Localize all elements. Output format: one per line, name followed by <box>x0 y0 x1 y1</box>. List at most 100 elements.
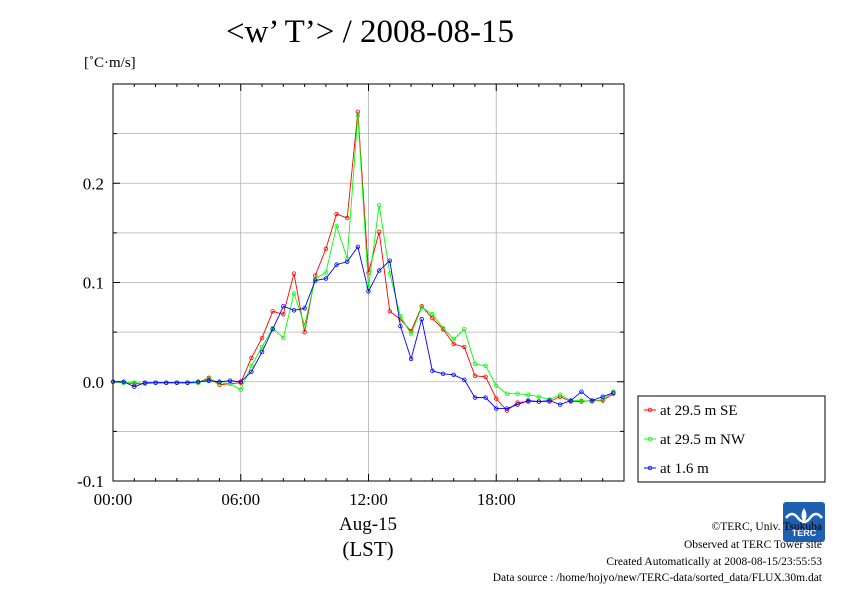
data-point <box>579 389 584 394</box>
data-point <box>345 215 350 221</box>
data-point <box>398 323 403 329</box>
data-point <box>557 392 563 397</box>
data-point <box>451 341 456 347</box>
y-tick-label: 0.0 <box>83 373 104 392</box>
data-point <box>525 392 531 397</box>
data-point <box>494 396 499 401</box>
series-2 <box>110 113 616 404</box>
data-point <box>238 387 243 392</box>
y-tick-label: 0.2 <box>83 174 104 193</box>
data-point <box>323 246 329 251</box>
series-1 <box>110 109 616 413</box>
data-point <box>600 397 605 402</box>
data-point <box>462 377 467 382</box>
legend-label: at 29.5 m SE <box>660 403 738 419</box>
data-point <box>462 326 467 332</box>
data-point <box>547 398 552 403</box>
x-axis-timezone-label: (LST) <box>342 537 394 561</box>
terc-logo: TERC <box>783 502 825 542</box>
data-point <box>408 356 414 362</box>
data-point <box>483 395 488 400</box>
data-point <box>494 406 499 411</box>
data-point <box>302 329 307 335</box>
data-point <box>557 402 563 407</box>
data-point <box>408 331 414 337</box>
data-point <box>281 312 286 317</box>
y-tick-label: -0.1 <box>77 472 104 491</box>
data-point <box>291 291 297 296</box>
data-point <box>302 306 307 311</box>
data-point <box>483 363 488 369</box>
logo-drop <box>801 508 807 522</box>
data-point <box>600 394 605 399</box>
data-point <box>430 368 435 374</box>
data-point <box>419 305 424 310</box>
legend-swatch-marker <box>647 436 653 442</box>
legend-swatch-marker <box>647 407 653 413</box>
data-point <box>185 380 190 385</box>
x-axis: 00:00 06:00 12:00 18:00 <box>94 84 625 509</box>
chart-title: <w’ T’> / 2008-08-15 <box>225 14 515 50</box>
data-point <box>536 399 542 404</box>
data-point <box>472 395 478 400</box>
series-line <box>112 115 614 403</box>
data-point <box>440 371 446 377</box>
x-tick-label: 00:00 <box>94 490 133 509</box>
data-point <box>238 379 243 384</box>
data-point <box>270 326 275 332</box>
data-point <box>355 113 361 118</box>
data-point <box>313 278 318 283</box>
data-point <box>494 383 499 388</box>
data-point <box>323 276 329 281</box>
legend-swatch-marker <box>647 465 653 471</box>
series-line <box>112 111 614 412</box>
data-point <box>132 384 137 389</box>
data-point <box>376 202 382 208</box>
data-point <box>366 289 371 294</box>
data-point <box>259 349 265 355</box>
x-tick-label: 18:00 <box>477 490 516 509</box>
legend: at 29.5 m SE at 29.5 m NW at 1.6 m <box>637 395 826 483</box>
series-layer <box>110 109 616 413</box>
data-point <box>142 380 148 385</box>
data-point <box>323 270 329 275</box>
data-point <box>249 363 254 369</box>
data-point <box>430 312 435 317</box>
data-point <box>334 211 339 217</box>
data-point <box>227 381 233 386</box>
data-point <box>121 379 126 384</box>
data-point <box>259 344 265 350</box>
data-point <box>462 344 467 350</box>
data-point <box>504 391 510 396</box>
data-point <box>451 336 456 342</box>
data-point <box>525 398 531 403</box>
data-point <box>376 229 382 235</box>
data-point <box>281 304 286 309</box>
data-point <box>174 380 180 385</box>
data-point <box>515 402 520 407</box>
x-tick-label: 06:00 <box>221 490 260 509</box>
observed-text: Observed at TERC Tower site <box>683 539 822 551</box>
legend-label: at 1.6 m <box>660 461 709 477</box>
y-axis-unit-label: [˚C·m/s] <box>84 55 136 71</box>
data-point <box>270 309 275 314</box>
data-point <box>249 369 254 375</box>
data-point <box>313 273 318 278</box>
data-point <box>419 317 424 322</box>
data-point <box>536 394 542 399</box>
legend-label: at 29.5 m NW <box>660 432 746 448</box>
data-point <box>334 223 339 229</box>
data-point <box>345 259 350 264</box>
data-point <box>217 379 222 384</box>
data-point <box>281 335 286 341</box>
data-point <box>259 335 265 341</box>
y-axis: -0.1 0.0 0.1 0.2 <box>77 83 624 491</box>
data-point <box>110 379 116 384</box>
data-source-text: Data source : /home/hojyo/new/TERC-data/… <box>492 572 822 584</box>
x-tick-label: 12:00 <box>349 490 388 509</box>
data-point <box>504 406 510 411</box>
y-tick-label: 0.1 <box>83 274 104 293</box>
data-point <box>568 398 573 403</box>
data-point <box>451 372 456 378</box>
data-point <box>579 398 584 403</box>
